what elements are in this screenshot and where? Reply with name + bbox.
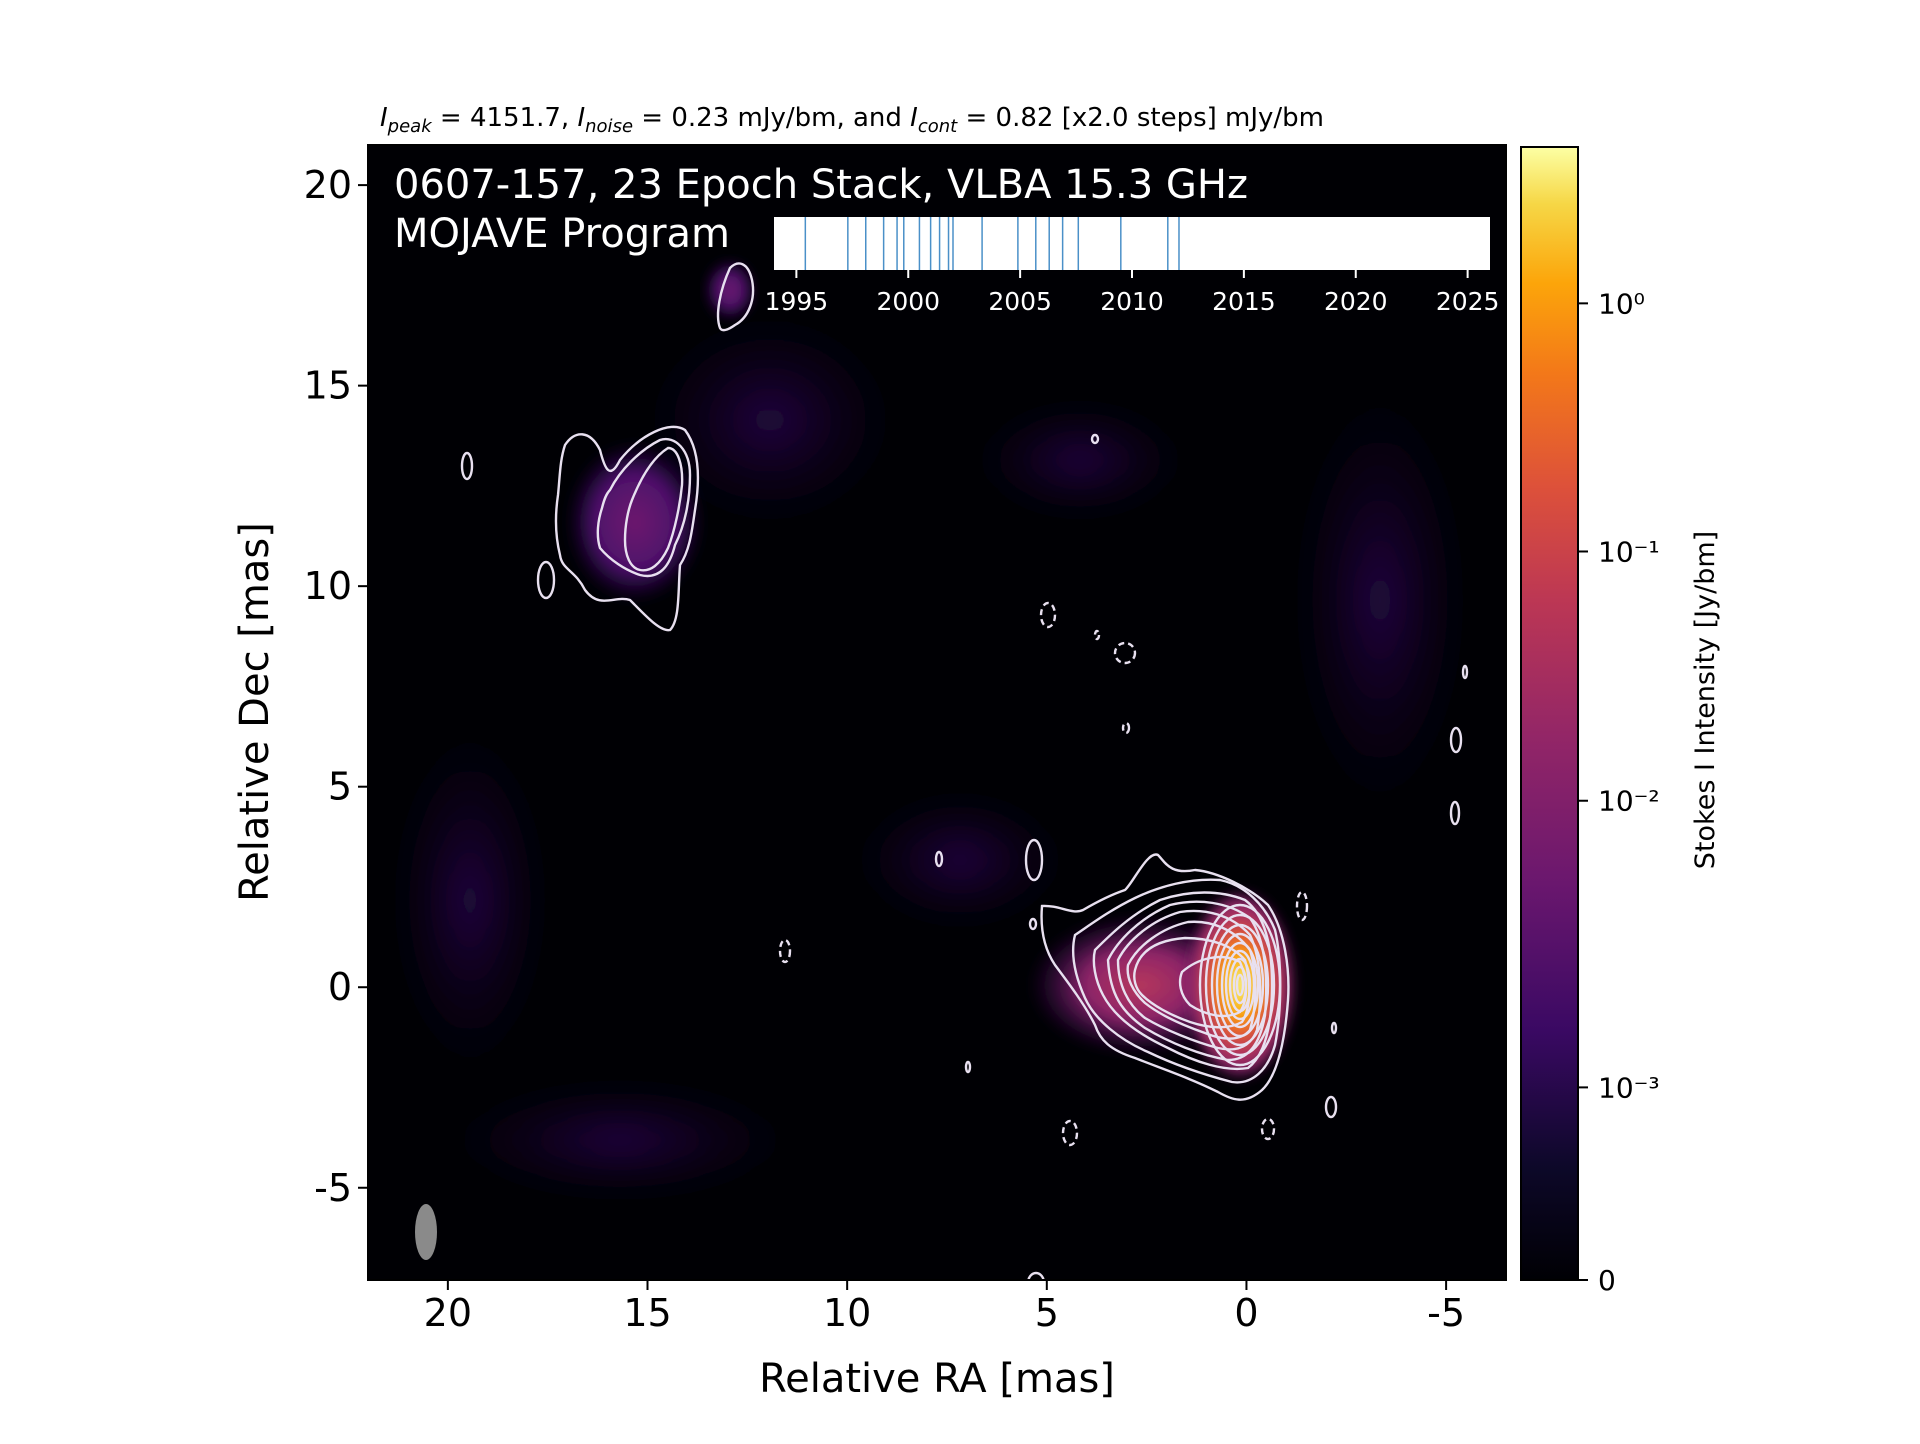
y-tick-label: 15	[304, 364, 352, 408]
negative-contour	[1121, 721, 1131, 735]
core-contour	[1228, 957, 1252, 1013]
header-stats: Ipeak = 4151.7, Inoise = 0.23 mJy/bm, an…	[380, 103, 1324, 137]
contour-island	[934, 850, 944, 868]
negative-contour	[1295, 890, 1309, 922]
contour-island	[1330, 1021, 1338, 1035]
overlay-subtitle: MOJAVE Program	[394, 211, 730, 257]
contour-island	[1027, 1271, 1045, 1280]
haze-region	[440, 1080, 800, 1200]
colorbar-tick-label: 10⁻¹	[1598, 535, 1660, 568]
epoch-tick-label: 2005	[988, 287, 1052, 316]
epoch-timeline-box	[774, 217, 1490, 270]
overlay-title: 0607-157, 23 Epoch Stack, VLBA 15.3 GHz	[394, 162, 1248, 208]
contour-island	[536, 560, 556, 600]
plot-frame	[367, 144, 1507, 1281]
negative-contour	[1113, 641, 1137, 665]
core-contour	[1204, 913, 1276, 1057]
haze-region	[640, 310, 900, 530]
epoch-lines	[804, 217, 1180, 270]
contour-jet-6	[1126, 920, 1257, 1040]
contour-jet-2	[1072, 878, 1282, 1084]
colorbar-ticks: 10⁰ 10⁻¹ 10⁻² 10⁻³ 0	[1578, 287, 1660, 1297]
core-contour	[1220, 941, 1260, 1029]
colorbar-label: Stokes I Intensity [Jy/bm]	[1690, 531, 1721, 869]
negative-contours	[778, 601, 1309, 1147]
colorbar-tick-label: 10⁻³	[1598, 1071, 1660, 1104]
x-axis-label: Relative RA [mas]	[759, 1356, 1115, 1402]
y-tick-label: 5	[328, 765, 352, 809]
negative-contour	[1039, 601, 1057, 629]
epoch-ticks: 1995 2000 2005 2010 2015 2020 2025	[765, 270, 1500, 316]
colorbar: 10⁰ 10⁻¹ 10⁻² 10⁻³ 0 Stokes I Intensity [Jy/…	[1520, 146, 1721, 1297]
negative-contour	[1061, 1119, 1079, 1147]
contours	[460, 262, 1469, 1280]
top-blob-emission	[705, 260, 755, 320]
x-tick-label: 15	[623, 1291, 671, 1335]
epoch-tick-label: 2015	[1212, 287, 1276, 316]
contour-island	[460, 451, 474, 481]
epoch-tick-label: 1995	[765, 287, 829, 316]
y-tick-label: 20	[304, 163, 352, 207]
y-tick-label: 10	[304, 564, 352, 608]
core-contours	[1198, 903, 1282, 1067]
contour-island	[1461, 664, 1469, 680]
x-tick-label: 5	[1035, 1291, 1059, 1335]
epoch-tick-label: 2010	[1100, 287, 1164, 316]
x-axis: 20 15 10 5 0 -5	[424, 1280, 1465, 1335]
epoch-timeline: 1995 2000 2005 2010 2015 2020 2025	[765, 217, 1500, 316]
beam-ellipse	[415, 1204, 437, 1260]
haze-region	[850, 790, 1070, 930]
negative-contour	[1093, 629, 1101, 641]
contour-island	[1028, 917, 1038, 931]
contour-outer-jet	[1040, 853, 1290, 1101]
contour-island	[1449, 726, 1463, 754]
y-axis: 20 15 10 5 0 -5	[304, 163, 368, 1210]
x-tick-label: 0	[1234, 1291, 1258, 1335]
core-contour	[1232, 965, 1248, 1005]
colorbar-tick-label: 10⁰	[1598, 287, 1645, 320]
colorbar-gradient	[1520, 146, 1579, 1281]
contour-jet-5	[1116, 909, 1262, 1051]
contour-jet-7	[1133, 936, 1251, 1029]
contour-top-blob	[716, 262, 755, 332]
epoch-tick-label: 2025	[1436, 287, 1500, 316]
core-contour	[1215, 932, 1265, 1038]
contour-island	[964, 1060, 972, 1074]
x-tick-label: 10	[823, 1291, 871, 1335]
x-tick-label: 20	[424, 1291, 472, 1335]
colorbar-tick-label: 10⁻²	[1598, 785, 1660, 818]
contour-island	[1449, 800, 1461, 826]
core-contour	[1235, 973, 1245, 997]
intensity-map: 0607-157, 23 Epoch Stack, VLBA 15.3 GHz …	[367, 144, 1507, 1281]
core-contour	[1210, 923, 1270, 1047]
haze-region	[1290, 380, 1470, 820]
epoch-tick-label: 2000	[876, 287, 940, 316]
contour-island	[1090, 433, 1100, 445]
core-contour	[1224, 949, 1256, 1021]
colorbar-tick-label: 0	[1598, 1264, 1616, 1297]
contour-island	[1324, 1095, 1338, 1119]
contour-blob-3	[623, 446, 684, 572]
contour-blob-2	[596, 437, 692, 578]
x-tick-label: -5	[1427, 1291, 1465, 1335]
haze-region	[970, 400, 1190, 520]
core-emission	[1185, 890, 1295, 1080]
contour-jet-3	[1092, 891, 1274, 1070]
contour-outer-blob	[554, 425, 700, 632]
outer-blob-emission	[567, 442, 703, 602]
y-tick-label: -5	[314, 1166, 352, 1210]
negative-contour	[778, 938, 792, 964]
negative-contour	[1260, 1117, 1276, 1141]
y-axis-label: Relative Dec [mas]	[232, 522, 278, 902]
contour-island	[1024, 838, 1044, 882]
epoch-tick-label: 2020	[1324, 287, 1388, 316]
core-contour	[1198, 903, 1282, 1067]
y-tick-label: 0	[328, 965, 352, 1009]
haze-region	[390, 720, 550, 1080]
